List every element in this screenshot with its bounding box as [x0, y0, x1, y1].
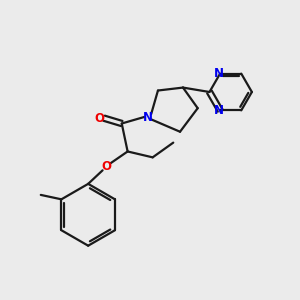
Text: N: N: [142, 110, 153, 124]
Text: N: N: [214, 67, 224, 80]
Text: N: N: [214, 104, 224, 117]
Text: O: O: [101, 160, 111, 173]
Text: O: O: [95, 112, 105, 125]
